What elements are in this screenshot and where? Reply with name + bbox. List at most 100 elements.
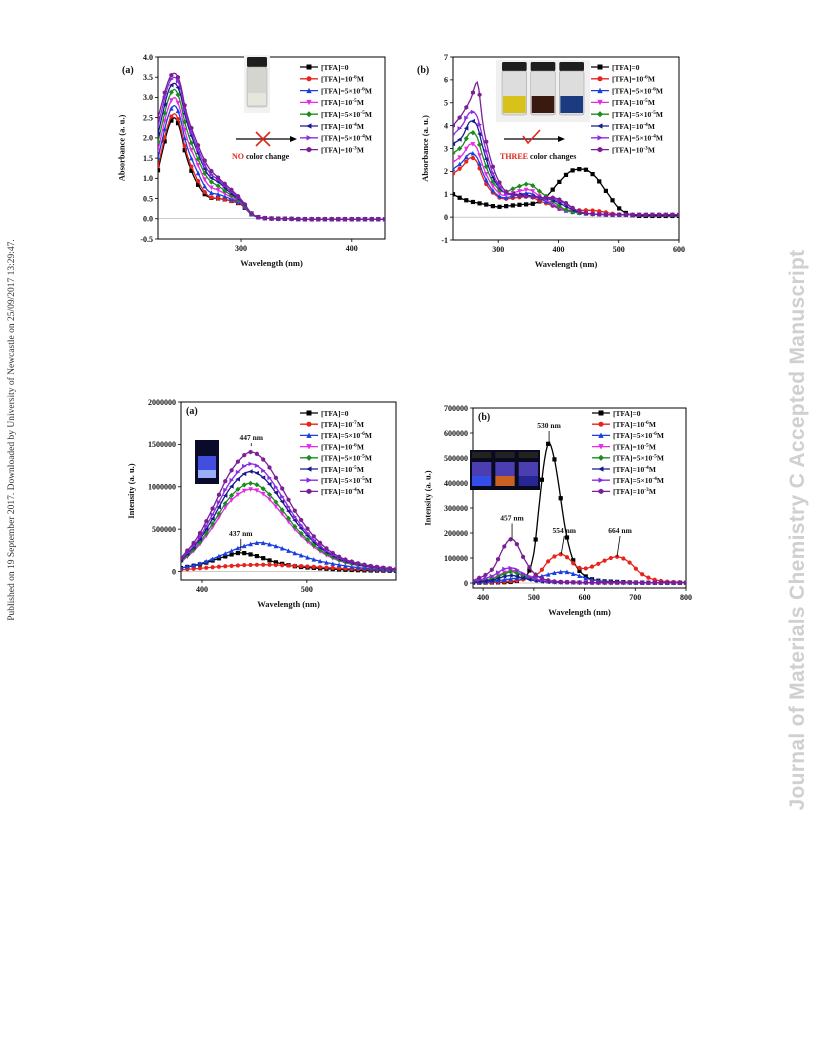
plot-frame <box>180 401 397 581</box>
data-point <box>254 540 260 546</box>
legend-entry: [TFA]=5×10-6M <box>300 86 372 95</box>
peak-annotation: 664 nm <box>608 526 632 535</box>
data-point <box>563 200 569 206</box>
legend-entry: [TFA]=0 <box>591 63 640 72</box>
data-point <box>324 546 329 551</box>
y-tick-label: 1.5 <box>143 154 153 163</box>
data-point <box>646 575 651 580</box>
legend-entry: [TFA]=10-3M <box>592 487 656 496</box>
data-point <box>665 580 670 586</box>
data-point <box>550 187 555 192</box>
legend-marker <box>597 123 603 129</box>
legend-entry: [TFA]=10-4M <box>592 465 656 474</box>
data-point <box>260 486 266 492</box>
legend-entry: [TFA]=10-3M <box>300 145 364 154</box>
data-point <box>318 540 323 546</box>
data-point <box>158 155 161 161</box>
data-point <box>216 510 222 517</box>
arrow-head-icon <box>558 136 565 142</box>
x-axis-label: Wavelength (nm) <box>535 259 598 269</box>
data-point <box>260 491 266 497</box>
y-tick-label: 500000 <box>152 525 176 534</box>
data-point <box>610 212 615 218</box>
data-point <box>189 147 194 153</box>
x-axis-label: Wavelength (nm) <box>240 258 303 268</box>
data-point <box>304 536 311 543</box>
data-point <box>583 575 589 581</box>
legend-marker <box>598 410 604 416</box>
data-point <box>516 183 523 189</box>
data-point <box>267 562 272 567</box>
inset-photo <box>470 450 540 490</box>
legend-label: [TFA]=10-4M <box>613 465 656 474</box>
y-tick-label: 300000 <box>444 504 468 513</box>
data-point <box>248 449 253 455</box>
y-tick-label: 500000 <box>444 454 468 463</box>
data-point <box>463 126 469 131</box>
data-point <box>292 514 298 520</box>
y-tick-label: 5 <box>444 99 448 108</box>
legend-label: [TFA]=5×10-6M <box>612 86 663 95</box>
data-point <box>558 496 563 501</box>
data-point <box>248 541 253 547</box>
data-point <box>464 159 469 164</box>
data-point <box>470 155 476 161</box>
data-point <box>280 563 285 568</box>
data-point <box>464 115 469 121</box>
y-tick-label: 1500000 <box>148 440 176 449</box>
data-point <box>337 554 342 560</box>
check-icon <box>522 129 541 145</box>
legend-entry: [TFA]=5×10-6M <box>300 431 372 440</box>
y-tick-label: 1000000 <box>148 483 176 492</box>
data-point <box>311 564 316 569</box>
data-point <box>583 210 589 216</box>
legend-label: [TFA]=5×10-4M <box>321 134 372 143</box>
data-point <box>483 578 488 584</box>
data-point <box>453 133 456 137</box>
data-point <box>477 161 482 166</box>
data-point <box>453 160 456 165</box>
data-point <box>583 566 588 571</box>
data-point <box>280 494 285 499</box>
data-point <box>241 488 247 494</box>
data-point <box>286 548 291 553</box>
data-point <box>563 207 569 213</box>
legend-label: [TFA]=10-6M <box>321 75 364 84</box>
y-tick-label: 0.0 <box>143 215 153 224</box>
data-point <box>530 194 535 200</box>
data-point <box>299 517 304 523</box>
legend-entry: [TFA]=10-4M <box>300 122 364 131</box>
y-tick-label: 1.0 <box>143 174 153 183</box>
data-point <box>162 90 167 95</box>
data-point <box>557 197 562 202</box>
data-point <box>537 195 542 200</box>
data-point <box>658 580 664 586</box>
data-point <box>374 564 380 570</box>
legend-label: [TFA]=5×10-4M <box>613 476 664 485</box>
data-point <box>589 580 595 585</box>
data-point <box>261 457 266 462</box>
data-point <box>608 580 613 586</box>
data-point <box>596 580 601 586</box>
data-point <box>168 89 174 95</box>
data-point <box>514 541 519 547</box>
data-point <box>356 216 361 222</box>
legend-entry: [TFA]=5×10-4M <box>591 134 663 143</box>
data-point <box>476 142 483 148</box>
data-point <box>362 562 367 568</box>
data-point <box>316 216 321 222</box>
legend-entry: [TFA]=5×10-6M <box>592 431 664 440</box>
data-point <box>530 183 536 189</box>
data-point <box>564 579 570 585</box>
data-point <box>286 497 291 503</box>
data-point <box>517 189 522 194</box>
data-point <box>188 140 194 146</box>
data-point <box>627 580 632 586</box>
data-point <box>453 150 456 156</box>
data-point <box>464 105 469 110</box>
data-point <box>196 147 201 152</box>
data-point <box>273 490 279 495</box>
data-point <box>189 164 194 169</box>
data-point <box>182 127 187 133</box>
data-point <box>564 569 570 575</box>
